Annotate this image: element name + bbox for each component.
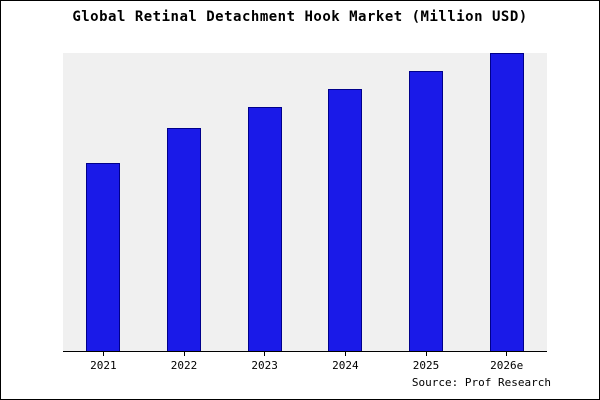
x-label-slot: 2024 [305,352,386,372]
x-tick-label-2021: 2021 [90,359,117,372]
x-label-slot: 2026e [466,352,547,372]
bar-2025 [409,70,444,351]
bar-2022 [167,127,201,351]
x-tick-mark [506,352,508,356]
chart-title: Global Retinal Detachment Hook Market (M… [72,9,528,25]
plot-area [63,53,547,352]
x-tick-mark [183,352,185,356]
x-label-slot: 2025 [386,352,467,372]
x-axis-labels: 2021 2022 2023 2024 2025 2026e [63,352,547,372]
x-label-slot: 2021 [63,352,144,372]
x-tick-label-2024: 2024 [332,359,359,372]
bar-2024 [328,88,363,351]
source-text: Source: Prof Research [411,376,551,389]
bar-2021 [86,163,121,351]
x-tick-label-2022: 2022 [170,359,198,372]
bar-slot [63,53,144,351]
bar-2023 [247,106,282,351]
bar-slot [305,53,386,351]
x-tick-label-2026e: 2026e [490,359,524,372]
x-tick-mark [102,352,104,356]
x-tick-mark [264,352,266,356]
x-label-slot: 2022 [144,352,225,372]
x-tick-label-2023: 2023 [251,359,278,372]
bar-slot [386,53,467,351]
x-label-slot: 2023 [224,352,305,372]
bar-2026e [489,53,524,351]
bar-slot [224,53,305,351]
x-tick-label-2025: 2025 [412,359,440,372]
x-tick-mark [425,352,427,356]
bar-slot [466,53,547,351]
bar-slot [144,53,225,351]
x-tick-mark [344,352,346,356]
